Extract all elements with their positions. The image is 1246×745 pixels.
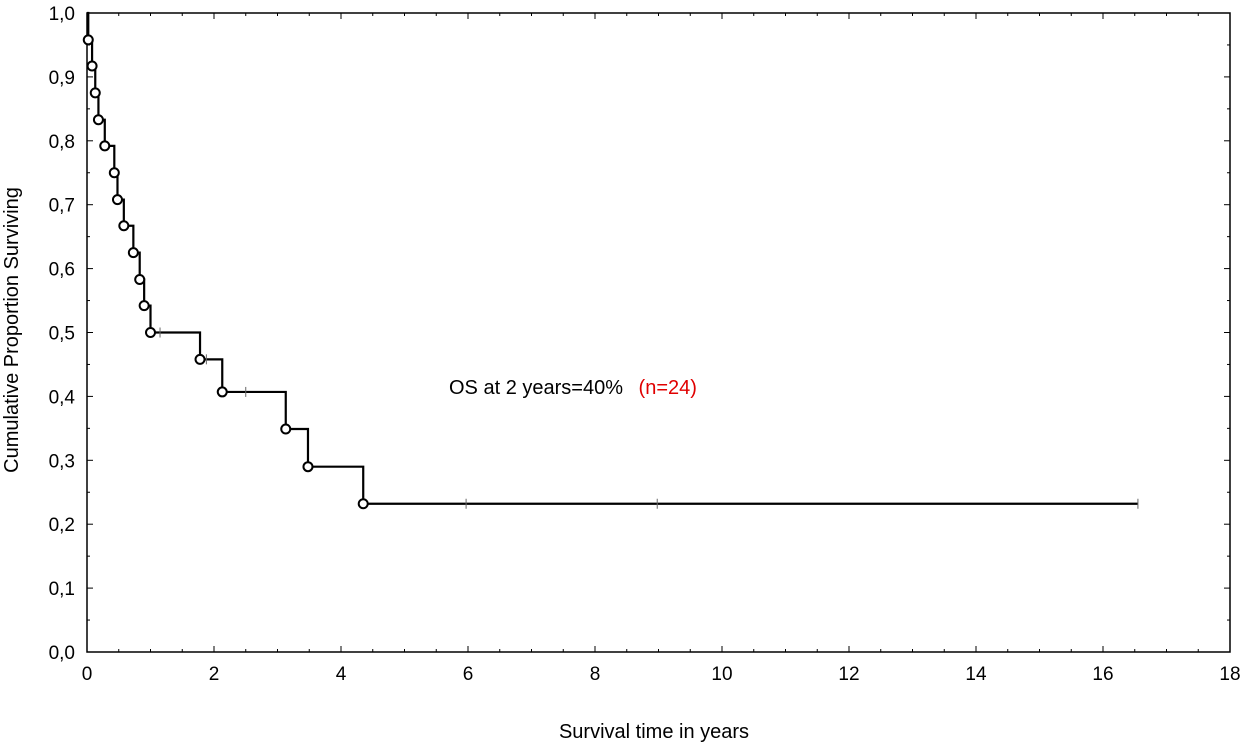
x-tick-label: 6	[463, 664, 474, 685]
annotation: OS at 2 years=40% (n=24)	[449, 377, 697, 399]
event-marker	[134, 273, 146, 285]
event-marker	[138, 300, 150, 312]
survival-step-line	[87, 11, 1138, 505]
event-markers	[82, 34, 369, 510]
event-marker	[194, 353, 206, 365]
annotation-main: OS at 2 years=40%	[449, 377, 623, 399]
y-tick-label: 1,0	[49, 4, 75, 25]
survival-curve	[87, 11, 1138, 505]
y-tick-label: 0,4	[49, 387, 76, 408]
y-tick-label: 0,9	[49, 68, 75, 89]
event-marker	[302, 461, 314, 473]
x-tick-label: 14	[965, 664, 987, 685]
x-tick-label: 12	[838, 664, 859, 685]
x-axis-label: Survival time in years	[559, 721, 749, 743]
y-tick-label: 0,7	[49, 196, 75, 217]
event-marker	[99, 140, 111, 152]
x-tick-label: 8	[590, 664, 601, 685]
event-marker	[92, 114, 104, 126]
censor-marks	[159, 327, 1139, 509]
event-marker	[82, 34, 94, 46]
event-marker	[280, 423, 292, 435]
event-marker	[111, 194, 123, 206]
event-marker	[357, 498, 369, 510]
y-tick-label: 0,2	[49, 515, 75, 536]
event-marker	[127, 247, 139, 259]
event-marker	[145, 327, 156, 338]
y-axis-label: Cumulative Proportion Surviving	[1, 187, 23, 473]
y-tick-label: 0,6	[49, 260, 75, 281]
event-marker	[86, 60, 98, 72]
y-tick-labels: 0,0 0,1 0,2 0,3 0,4 0,5 0,6 0,7 0,8 0,9 1,0	[49, 4, 76, 664]
annotation-n: (n=24)	[639, 377, 697, 399]
x-tick-label: 10	[711, 664, 732, 685]
y-tick-label: 0,3	[49, 451, 75, 472]
x-tick-label: 4	[336, 664, 347, 685]
event-marker	[118, 220, 130, 232]
y-tick-label: 0,0	[49, 643, 75, 664]
event-marker	[108, 167, 120, 179]
axis-ticks	[86, 12, 1231, 653]
x-tick-label: 2	[209, 664, 220, 685]
y-tick-label: 0,8	[49, 132, 75, 153]
event-marker	[89, 87, 101, 99]
y-tick-label: 0,5	[49, 324, 75, 345]
x-tick-label: 0	[82, 664, 93, 685]
x-tick-labels: 0 2 4 6 8 10 12 14 16 18	[82, 664, 1241, 685]
x-tick-label: 18	[1219, 664, 1240, 685]
y-tick-label: 0,1	[49, 579, 75, 600]
event-marker	[216, 386, 228, 398]
plot-frame	[86, 12, 1231, 653]
x-tick-label: 16	[1092, 664, 1113, 685]
